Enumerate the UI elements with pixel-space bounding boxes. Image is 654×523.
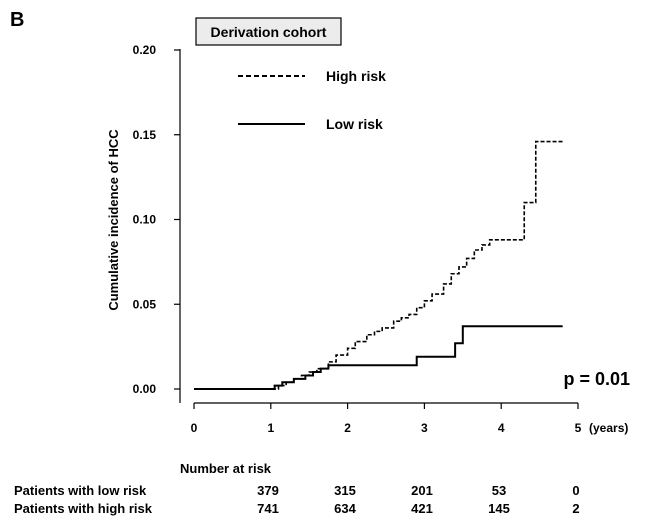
number-at-risk-table: Number at risk Patients with low risk Pa… (14, 461, 580, 516)
risk-value: 315 (334, 483, 356, 498)
x-tick-label: 5 (575, 421, 582, 435)
x-tick-label: 0 (191, 421, 198, 435)
x-tick-label: 2 (344, 421, 351, 435)
y-tick-label: 0.15 (133, 128, 157, 142)
y-tick-label: 0.00 (133, 382, 157, 396)
cohort-box-frame (195, 17, 342, 46)
x-tick-label: 4 (498, 421, 505, 435)
risk-value: 53 (492, 483, 506, 498)
risk-values: 379 315 201 53 0 741 634 421 145 2 (257, 483, 579, 516)
y-tick-label: 0.05 (133, 297, 157, 311)
risk-row-label-high: Patients with high risk (14, 501, 153, 516)
series-line-high-risk (194, 140, 563, 390)
series-line-low-risk (194, 325, 563, 390)
risk-value: 741 (257, 501, 279, 516)
p-value: p = 0.01 (563, 369, 630, 389)
risk-value: 634 (334, 501, 356, 516)
panel-label: B (10, 9, 24, 31)
y-tick-label: 0.10 (133, 213, 157, 227)
risk-value: 379 (257, 483, 279, 498)
legend-label: Low risk (326, 116, 383, 132)
risk-value: 2 (572, 501, 579, 516)
cohort-label: Derivation cohort (211, 24, 327, 40)
risk-row-label-low: Patients with low risk (14, 483, 147, 498)
number-at-risk-title: Number at risk (180, 461, 272, 476)
x-tick-label: 1 (267, 421, 274, 435)
y-axis-title: Cumulative incidence of HCC (106, 129, 121, 311)
x-tick-label: 3 (421, 421, 428, 435)
legend: High risk Low risk (238, 68, 386, 132)
legend-label: High risk (326, 68, 386, 84)
risk-value: 421 (411, 501, 433, 516)
y-tick-label: 0.20 (133, 43, 157, 57)
x-ticks: 0 1 2 3 4 5 (191, 403, 582, 435)
cohort-box: Derivation cohort (195, 17, 342, 46)
series-layer (194, 140, 563, 390)
x-axis-unit: (years) (589, 421, 628, 435)
risk-value: 201 (411, 483, 433, 498)
risk-value: 0 (572, 483, 579, 498)
risk-value: 145 (488, 501, 510, 516)
y-ticks: 0.00 0.05 0.10 0.15 0.20 (133, 43, 180, 396)
